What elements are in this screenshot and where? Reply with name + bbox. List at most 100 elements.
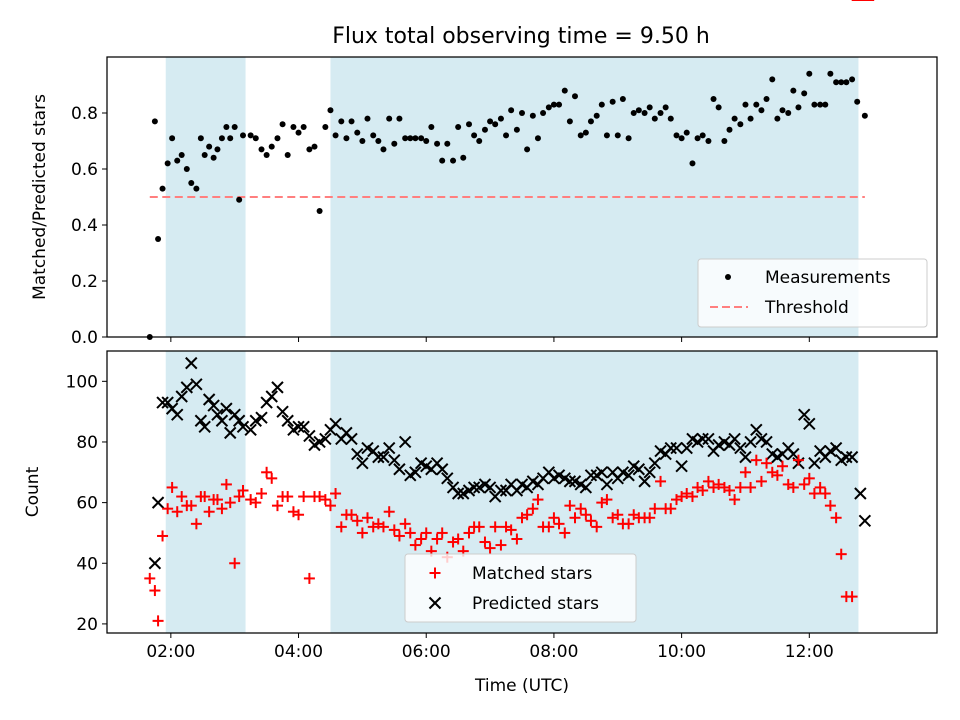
measurement-point <box>811 101 818 108</box>
predicted-star-point <box>643 466 656 479</box>
predicted-star-point <box>670 441 683 455</box>
measurement-point <box>151 118 158 125</box>
x-axis-label: Time (UTC) <box>474 676 569 696</box>
matched-star-point <box>702 475 714 487</box>
measurement-point <box>774 115 781 122</box>
measurement-point <box>460 154 467 161</box>
matched-star-point <box>229 557 241 569</box>
matched-star-point <box>724 484 735 496</box>
matched-star-point <box>495 539 507 551</box>
predicted-star-point <box>161 396 174 409</box>
predicted-star-point <box>185 356 198 370</box>
measurement-point <box>726 126 733 133</box>
measurement-point <box>763 96 770 102</box>
predicted-star-point <box>148 557 162 570</box>
matched-star-point <box>521 509 533 521</box>
measurement-point <box>556 101 563 108</box>
measurement-point <box>423 138 430 144</box>
measurement-point <box>284 152 291 158</box>
measurement-point <box>370 132 377 139</box>
measurement-point <box>332 132 339 139</box>
predicted-star-point <box>824 444 837 458</box>
matched-star-point <box>452 533 464 545</box>
predicted-star-point <box>473 481 486 494</box>
measurement-point <box>503 132 510 139</box>
measurement-point <box>705 138 712 144</box>
measurement-point <box>407 135 414 142</box>
measurement-point <box>169 135 176 142</box>
measurement-point <box>428 124 435 130</box>
predicted-star-point <box>156 396 169 409</box>
predicted-star-point <box>622 469 635 482</box>
measurement-point <box>223 124 230 130</box>
matched-star-point <box>755 475 767 487</box>
measurement-point <box>497 115 504 122</box>
measurement-point <box>614 132 621 139</box>
measurement-point <box>641 110 648 116</box>
measurement-point <box>258 146 265 153</box>
matched-star-point <box>298 491 310 503</box>
predicted-star-point <box>451 487 465 500</box>
predicted-star-point <box>220 402 233 415</box>
matched-star-point <box>319 494 331 506</box>
measurement-point <box>673 132 680 139</box>
predicted-star-point <box>467 481 481 494</box>
measurement-point <box>742 101 749 108</box>
matched-stars-legend-glyph <box>429 567 441 579</box>
measurement-point <box>630 110 637 116</box>
predicted-star-point <box>638 475 651 488</box>
predicted-stars-legend-marker <box>428 596 442 610</box>
measurement-point <box>731 115 738 122</box>
measurement-point <box>380 146 387 153</box>
matched-star-point <box>792 454 804 466</box>
measurement-point <box>806 70 813 77</box>
matched-star-point <box>713 478 725 490</box>
matched-star-point <box>649 503 661 515</box>
predicted-star-point <box>249 414 262 427</box>
matched-star-point <box>314 491 326 503</box>
matched-star-point <box>261 466 273 478</box>
predicted-star-point <box>728 432 741 446</box>
measurement-point <box>206 143 213 150</box>
predicted-star-point <box>319 432 332 446</box>
measurement-point <box>838 79 845 86</box>
bottom-x-tick-label: 12:00 <box>785 642 834 662</box>
matched-star-point <box>361 512 373 524</box>
predicted-star-point <box>664 441 677 455</box>
matched-star-point <box>157 530 169 542</box>
predicted-star-point <box>734 441 747 455</box>
predicted-star-point <box>255 411 268 424</box>
matched-star-point <box>399 518 411 530</box>
predicted-star-point <box>787 447 800 461</box>
measurement-point <box>662 104 669 111</box>
matched-star-point <box>224 497 236 509</box>
top-axes: 0.00.20.40.60.8 Matched/Predicted stars … <box>30 56 938 348</box>
measurement-point <box>471 132 478 139</box>
matched-star-point <box>484 542 496 554</box>
matched-star-point <box>686 491 698 503</box>
predicted-stars-legend-label: Predicted stars <box>472 594 599 614</box>
measurement-point <box>801 90 808 97</box>
matched-star-point <box>388 524 400 536</box>
predicted-star-point <box>382 441 396 455</box>
figure-title: Flux total observing time = 9.50 h <box>332 24 710 49</box>
measurement-point <box>758 107 765 114</box>
measurement-point <box>227 135 234 142</box>
measurement-point <box>827 70 834 77</box>
matched-star-point <box>559 527 571 539</box>
matched-star-point <box>623 518 635 530</box>
predicted-star-point <box>702 432 715 446</box>
matched-star-point <box>436 527 448 539</box>
bottom-x-tick-label: 04:00 <box>274 642 323 662</box>
predicted-star-point <box>281 414 294 427</box>
measurement-point <box>715 104 722 111</box>
predicted-star-point <box>228 408 241 421</box>
measurement-point <box>833 79 840 86</box>
measurement-point <box>455 124 462 130</box>
measurement-point <box>364 115 371 122</box>
matched-star-point <box>819 488 831 500</box>
matched-star-point <box>346 509 358 521</box>
matched-star-point <box>548 512 560 524</box>
predicted-star-point <box>632 463 646 476</box>
matched-star-point <box>761 457 773 469</box>
